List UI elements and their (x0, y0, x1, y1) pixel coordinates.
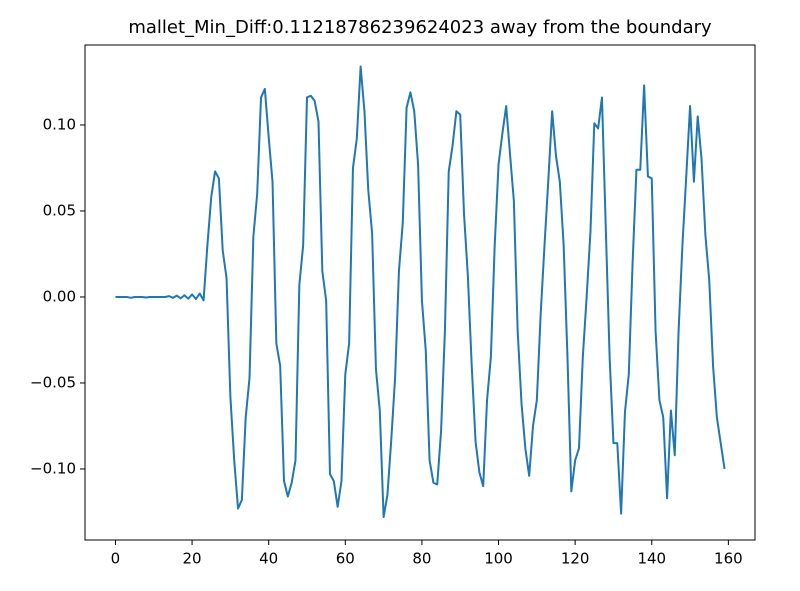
x-tick-label: 120 (561, 550, 590, 568)
x-tick-label: 40 (259, 550, 278, 568)
data-line (115, 65, 726, 519)
x-tick-label: 0 (111, 550, 121, 568)
x-tick-label: 20 (183, 550, 202, 568)
plot-frame (84, 44, 756, 541)
y-tick-label: −0.10 (30, 459, 76, 477)
y-tick-label: 0.05 (43, 201, 76, 219)
x-tick-label: 80 (412, 550, 431, 568)
chart-title: mallet_Min_Diff:0.11218786239624023 away… (128, 17, 712, 38)
y-tick-label: 0.10 (43, 115, 76, 133)
x-tick-label: 140 (637, 550, 666, 568)
x-tick-label: 100 (484, 550, 513, 568)
y-tick-label: 0.00 (43, 287, 76, 305)
x-tick-label: 60 (336, 550, 355, 568)
y-tick-label: −0.05 (30, 373, 76, 391)
x-tick-label: 160 (714, 550, 743, 568)
